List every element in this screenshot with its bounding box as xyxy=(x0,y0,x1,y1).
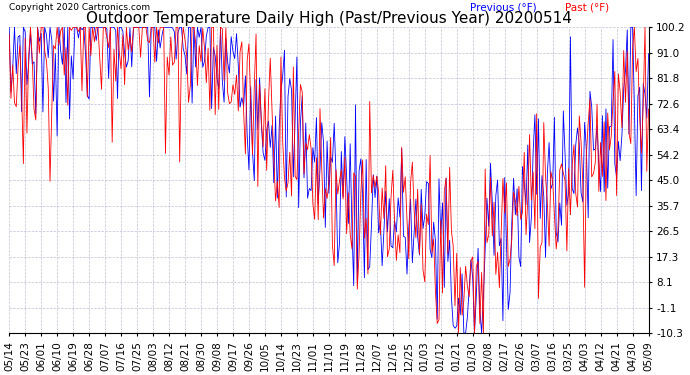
Previous (°F) xyxy=(124,58,132,63)
Past (°F) xyxy=(570,142,578,147)
Text: Copyright 2020 Cartronics.com: Copyright 2020 Cartronics.com xyxy=(9,3,150,12)
Text: Past (°F): Past (°F) xyxy=(565,3,609,13)
Past (°F) xyxy=(392,258,400,262)
Previous (°F) xyxy=(404,225,413,230)
Past (°F) xyxy=(23,131,31,135)
Past (°F) xyxy=(406,181,415,185)
Past (°F) xyxy=(126,34,134,39)
Previous (°F) xyxy=(568,186,576,191)
Title: Outdoor Temperature Daily High (Past/Previous Year) 20200514: Outdoor Temperature Daily High (Past/Pre… xyxy=(86,11,572,26)
Line: Past (°F): Past (°F) xyxy=(9,27,649,333)
Past (°F) xyxy=(371,185,380,189)
Text: Previous (°F): Previous (°F) xyxy=(469,3,536,13)
Past (°F) xyxy=(644,107,653,111)
Past (°F) xyxy=(455,331,463,336)
Previous (°F) xyxy=(5,25,13,30)
Previous (°F) xyxy=(23,82,31,87)
Line: Previous (°F): Previous (°F) xyxy=(9,27,649,333)
Previous (°F) xyxy=(460,331,468,336)
Past (°F) xyxy=(5,32,13,36)
Past (°F) xyxy=(26,25,34,30)
Previous (°F) xyxy=(369,172,377,177)
Previous (°F) xyxy=(644,52,653,56)
Previous (°F) xyxy=(391,218,399,223)
